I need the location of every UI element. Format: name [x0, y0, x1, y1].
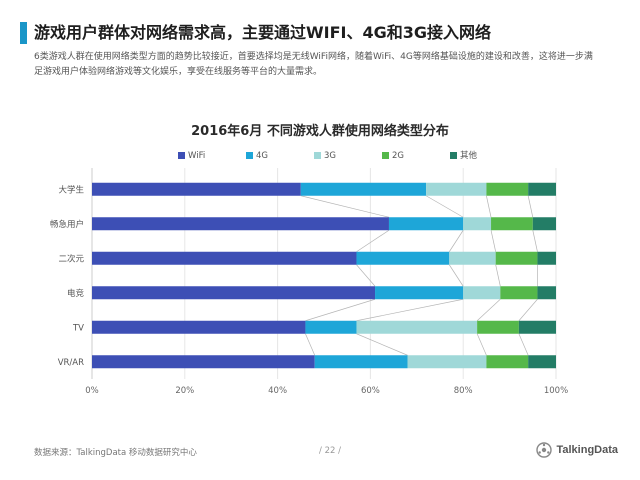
- legend-swatch-WiFi: [178, 152, 185, 159]
- series-connector-line: [476, 298, 501, 322]
- bar-segment-其他-二次元: [537, 251, 556, 265]
- series-connector-line: [518, 299, 538, 321]
- bar-segment-其他-VR/AR: [528, 355, 556, 369]
- data-source-note: 数据来源：TalkingData 移动数据研究中心: [34, 448, 197, 458]
- title-accent-bar: [20, 22, 27, 44]
- bar-segment-其他-大学生: [528, 182, 556, 196]
- bar-segment-WiFi-VR/AR: [92, 355, 315, 369]
- series-connector-line: [356, 333, 408, 356]
- page-description: 6类游戏人群在使用网络类型方面的趋势比较接近，首要选择均是无线WiFi网络，随着…: [34, 52, 593, 77]
- legend-swatch-2G: [382, 152, 389, 159]
- legend-swatch-4G: [246, 152, 253, 159]
- bar-segment-2G-大学生: [486, 182, 529, 196]
- x-tick-label: 80%: [454, 386, 473, 396]
- legend-label-3G: 3G: [324, 151, 336, 161]
- category-label: 畅急用户: [50, 219, 84, 230]
- bar-segment-3G-二次元: [449, 251, 496, 265]
- series-connector-line: [518, 333, 529, 356]
- bar-segment-2G-畅急用户: [491, 217, 533, 231]
- chart-title: 2016年6月 不同游戏人群使用网络类型分布: [191, 124, 449, 139]
- legend-label-4G: 4G: [256, 151, 268, 161]
- category-label: 二次元: [58, 253, 84, 264]
- stacked-bar-chart: 0% 20% 40% 60% 80% 100% WiFi 4G 3G 2G 其他大学生畅急用户二次元…: [50, 150, 568, 396]
- series-connector-line: [356, 229, 390, 253]
- series-connector-line: [448, 264, 464, 287]
- series-connector-line: [495, 264, 501, 287]
- x-tick-label: 60%: [361, 386, 380, 396]
- series-connector-line: [425, 195, 464, 218]
- bar-segment-4G-电竞: [375, 286, 464, 300]
- category-label: 大学生: [58, 184, 84, 195]
- series-connector-line: [527, 195, 534, 218]
- legend-swatch-其他: [450, 152, 457, 159]
- bar-segment-4G-二次元: [356, 251, 450, 265]
- bar-segment-WiFi-TV: [92, 320, 306, 334]
- series-connector-line: [356, 298, 464, 322]
- x-tick-label: 40%: [268, 386, 287, 396]
- talkingdata-logo: TalkingData: [536, 441, 618, 459]
- series-connector-line: [300, 195, 390, 218]
- bar-segment-WiFi-畅急用户: [92, 217, 389, 231]
- bar-segment-其他-TV: [518, 320, 556, 334]
- talkingdata-logo-icon: [536, 442, 553, 458]
- bar-segment-3G-大学生: [426, 182, 487, 196]
- bar-segment-3G-电竞: [463, 286, 501, 300]
- x-tick-label: 100%: [544, 386, 568, 396]
- bar-segment-WiFi-二次元: [92, 251, 357, 265]
- series-connector-line: [490, 230, 497, 252]
- logo-text: TalkingData: [556, 444, 618, 456]
- bar-segment-3G-TV: [356, 320, 478, 334]
- page-number: / 22 /: [319, 446, 341, 456]
- series-connector-line: [486, 195, 492, 218]
- legend-label-WiFi: WiFi: [188, 151, 205, 161]
- bar-segment-4G-TV: [305, 320, 357, 334]
- legend-label-其他: 其他: [460, 150, 478, 161]
- page-title: 游戏用户群体对网络需求高，主要通过WIFI、4G和3G接入网络: [34, 23, 492, 42]
- bar-segment-2G-电竞: [500, 286, 538, 300]
- x-tick-label: 0%: [85, 386, 99, 396]
- bar-segment-2G-VR/AR: [486, 355, 529, 369]
- series-connector-line: [356, 264, 376, 287]
- bar-segment-其他-电竞: [537, 286, 556, 300]
- category-label: VR/AR: [58, 358, 84, 368]
- bar-segment-4G-VR/AR: [314, 355, 408, 369]
- bar-segment-2G-二次元: [495, 251, 538, 265]
- series-connector-line: [305, 333, 316, 356]
- legend-label-2G: 2G: [392, 151, 404, 161]
- legend-swatch-3G: [314, 152, 321, 159]
- bar-segment-3G-畅急用户: [463, 217, 492, 231]
- bar-segment-其他-畅急用户: [532, 217, 556, 231]
- bar-segment-WiFi-电竞: [92, 286, 376, 300]
- series-connector-line: [532, 230, 538, 252]
- series-connector-line: [448, 230, 464, 252]
- category-label: TV: [72, 323, 84, 333]
- x-tick-label: 20%: [175, 386, 194, 396]
- bar-segment-3G-VR/AR: [407, 355, 487, 369]
- series-connector-line: [476, 333, 487, 356]
- bar-segment-2G-TV: [477, 320, 519, 334]
- bar-segment-4G-畅急用户: [388, 217, 464, 231]
- series-connector-line: [305, 298, 376, 322]
- bar-segment-WiFi-大学生: [92, 182, 301, 196]
- category-label: 电竞: [67, 288, 85, 299]
- bar-segment-4G-大学生: [300, 182, 427, 196]
